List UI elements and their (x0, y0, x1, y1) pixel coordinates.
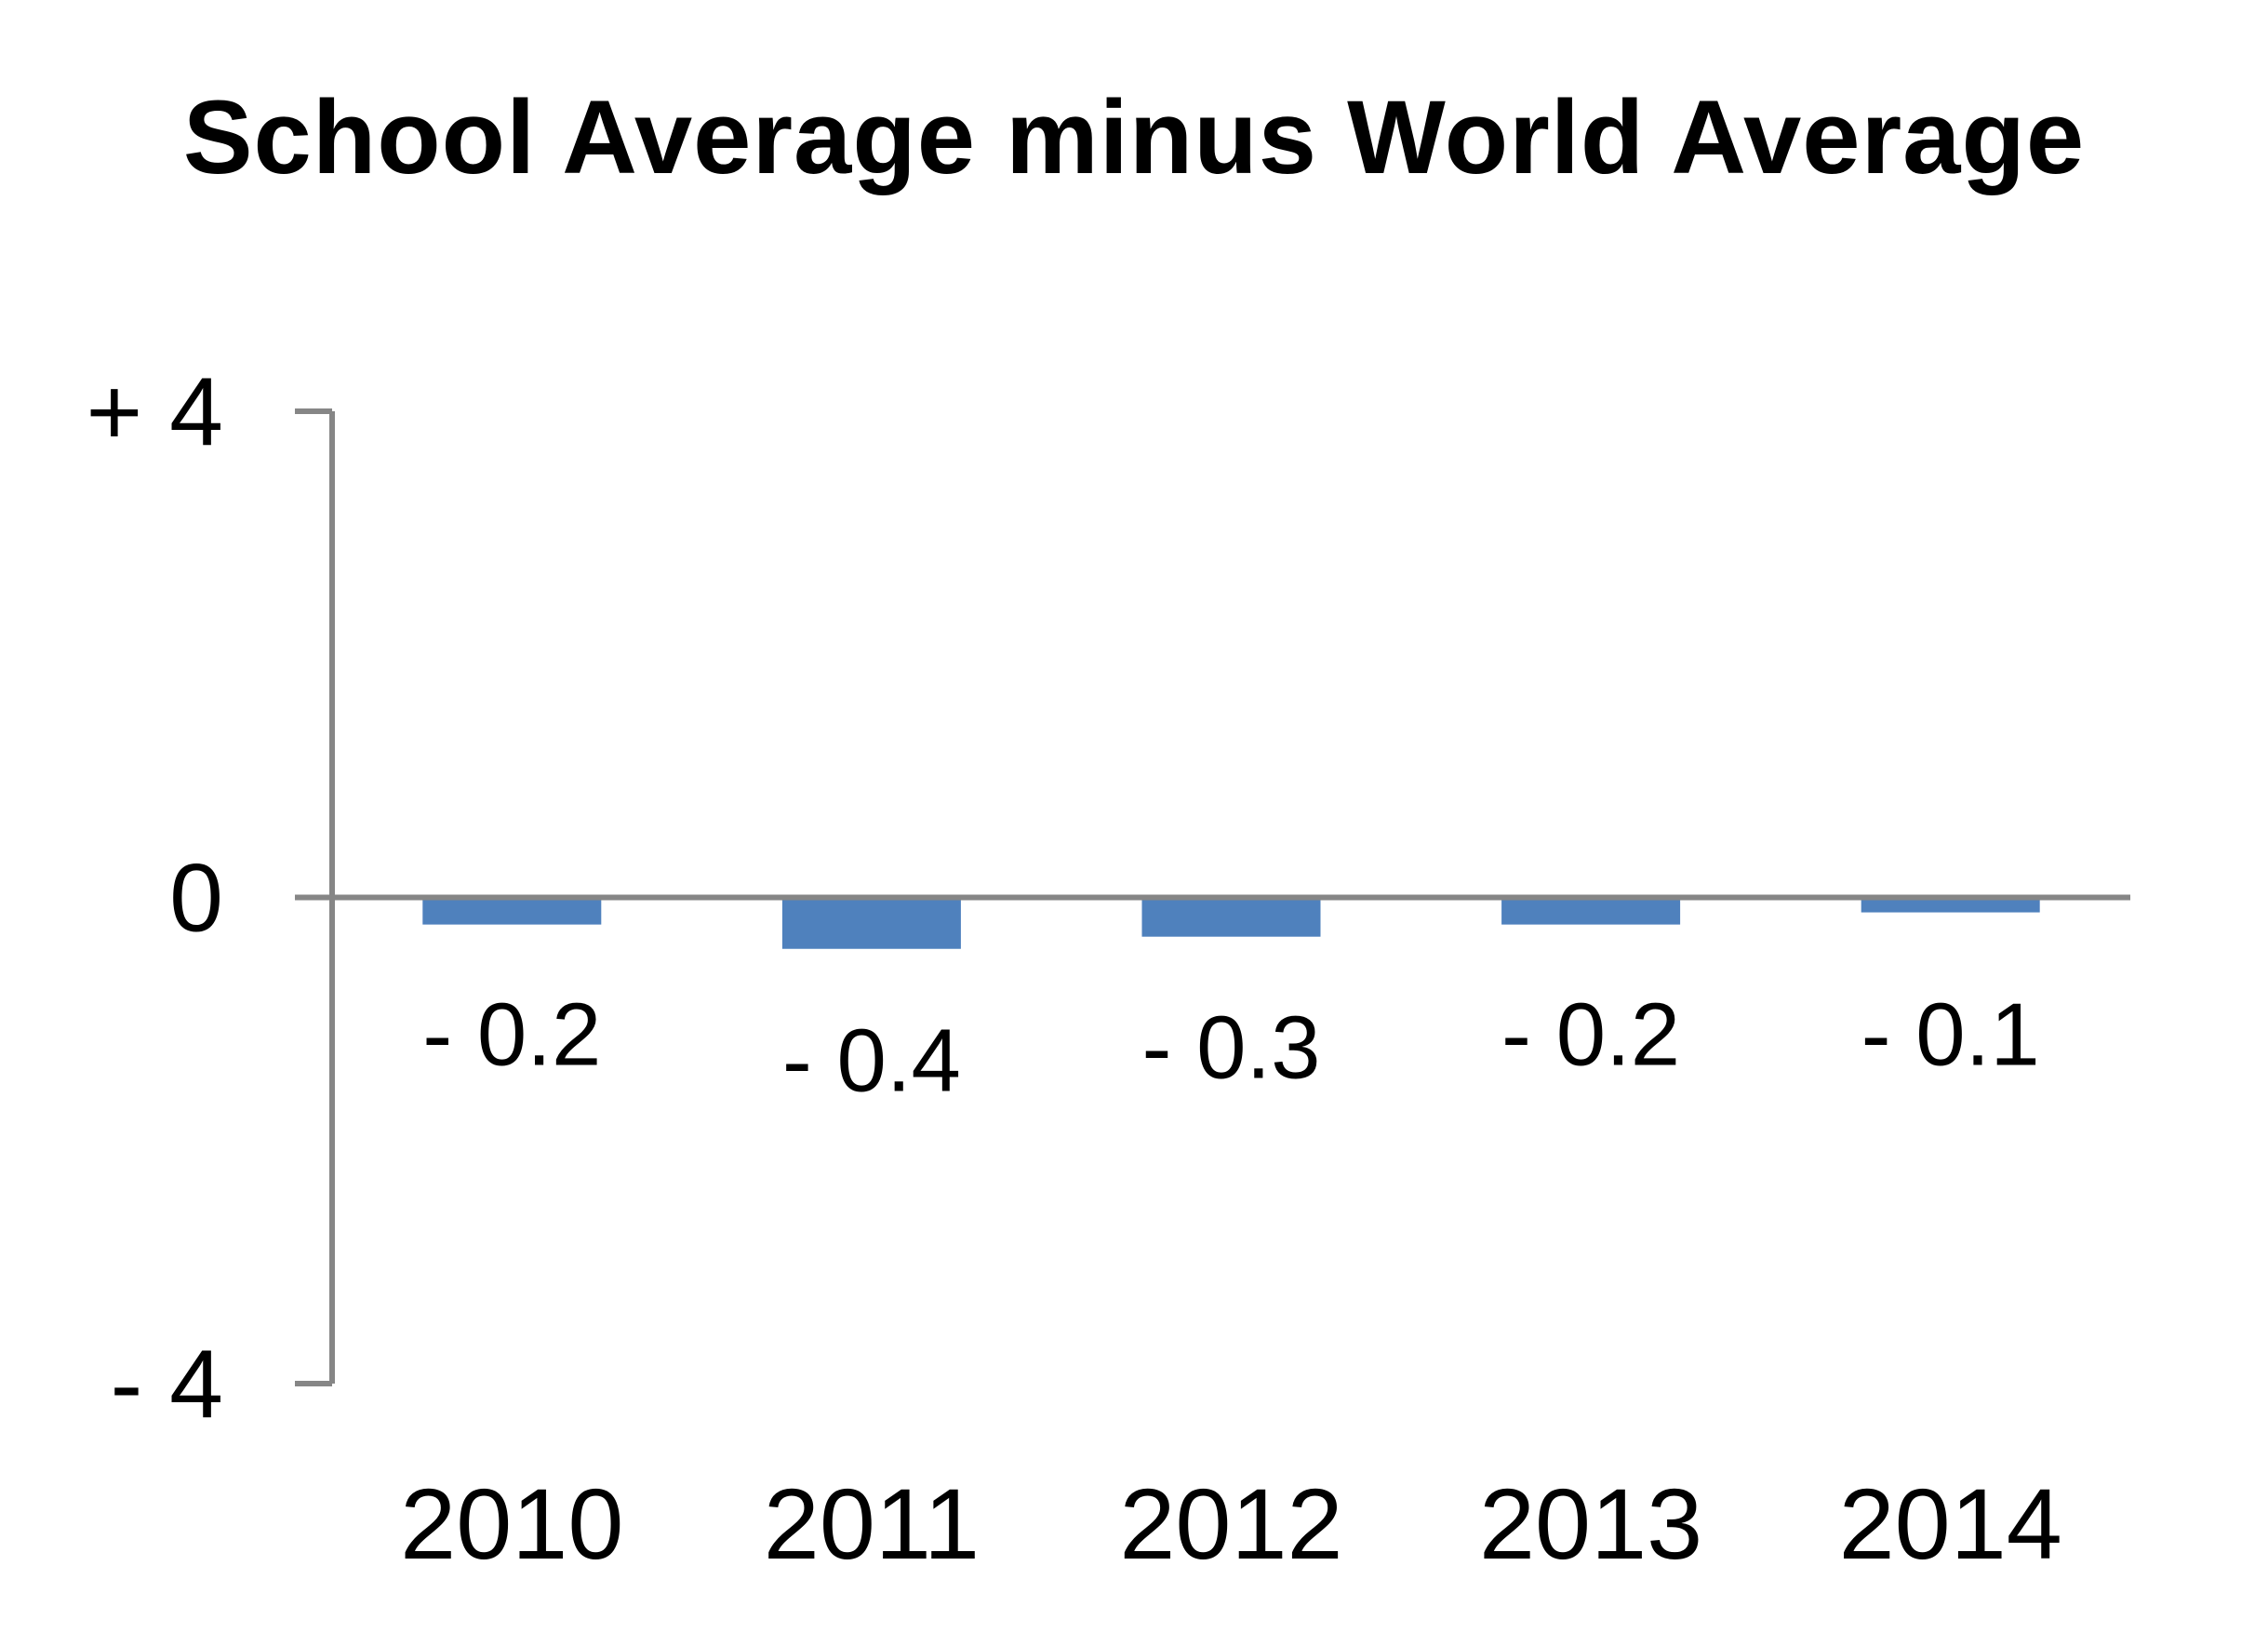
bar (781, 900, 961, 949)
bar (1501, 900, 1681, 925)
chart-bars (422, 900, 2040, 949)
y-tick-label: + 4 (87, 358, 223, 466)
data-label: - 0.2 (422, 985, 601, 1085)
x-tick-label: 2012 (1119, 1467, 1342, 1580)
data-label: - 0.4 (782, 1011, 961, 1111)
chart-title: School Average minus World Average (182, 79, 2086, 195)
data-label: - 0.3 (1141, 998, 1320, 1098)
x-tick-label: 2014 (1839, 1467, 2062, 1580)
bar (422, 900, 602, 925)
chart-axes: + 4 0 - 4 (87, 358, 2130, 1439)
x-tick-label: 2011 (764, 1467, 980, 1580)
bar (1861, 900, 2040, 913)
x-tick-label: 2013 (1479, 1467, 1702, 1580)
data-label: - 0.1 (1861, 985, 2040, 1085)
y-tick-label: 0 (169, 845, 223, 953)
chart-labels: - 0.2 2010 - 0.4 2011 - 0.3 2012 - 0.2 2013 - 0.… (400, 985, 2062, 1581)
y-tick-label: - 4 (111, 1331, 223, 1439)
bar (1141, 900, 1321, 937)
data-label: - 0.2 (1501, 985, 1680, 1085)
x-tick-label: 2010 (400, 1467, 623, 1580)
